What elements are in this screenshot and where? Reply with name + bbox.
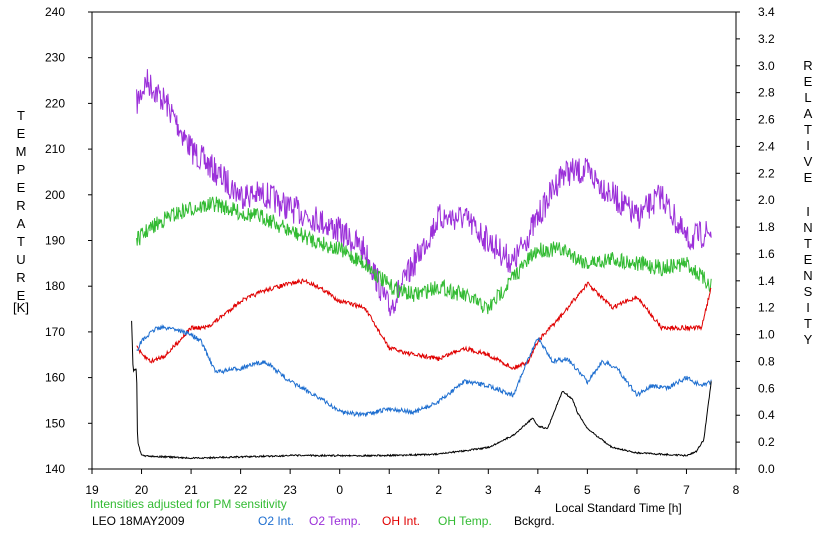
x-tick-label: 19 [85, 483, 99, 497]
y-right-tick-label: 0.0 [758, 462, 775, 476]
y-right-label-letter: V [804, 154, 813, 169]
y-right-label-letter: E [804, 170, 813, 185]
y-left-label-letter: E [17, 126, 26, 141]
x-tick-label: 1 [386, 483, 393, 497]
y-left-label-letter: U [16, 252, 25, 267]
y-right-label-letter: I [806, 138, 810, 153]
y-left-label-letter: E [17, 180, 26, 195]
plot-frame [91, 11, 737, 470]
y-left-tick-label: 200 [45, 188, 65, 202]
y-left-label-letter: T [17, 108, 25, 123]
legend-entry: O2 Int. [258, 514, 294, 528]
x-tick-label: 8 [733, 483, 740, 497]
y-right-label-letter: R [803, 58, 812, 73]
y-left-label-letter: R [16, 270, 25, 285]
y-left-tick-label: 180 [45, 279, 65, 293]
y-right-tick-label: 2.0 [758, 193, 775, 207]
x-tick-label: 22 [234, 483, 248, 497]
y-right-label-letter: A [804, 106, 813, 121]
series-line-oh-temp [136, 196, 712, 315]
y-right-tick-label: 1.2 [758, 301, 775, 315]
legend-entry: OH Int. [382, 514, 420, 528]
series-line-oh-int [136, 278, 712, 370]
x-tick-label: 23 [283, 483, 297, 497]
x-tick-label: 4 [535, 483, 542, 497]
y-right-tick-label: 1.0 [758, 328, 775, 342]
y-left-label-letter: R [16, 198, 25, 213]
station-label: LEO 18MAY2009 [92, 514, 185, 528]
y-left-label-letter: E [17, 288, 26, 303]
legend-entry: O2 Temp. [309, 514, 361, 528]
series-line-o2-temp [136, 69, 712, 317]
y-right-tick-label: 2.2 [758, 166, 775, 180]
y-right-label-letter: N [803, 220, 812, 235]
y-left-label-letter: T [17, 234, 25, 249]
y-left-unit: [K] [13, 300, 29, 315]
y-left-label-letter: P [17, 162, 26, 177]
x-tick-label: 5 [584, 483, 591, 497]
y-right-label-letter: I [806, 300, 810, 315]
legend-entry: Bckgrd. [514, 514, 555, 528]
y-right-tick-label: 1.4 [758, 274, 775, 288]
y-left-tick-label: 150 [45, 416, 65, 430]
y-right-label-letter: T [804, 316, 812, 331]
series-line-bckgrd [131, 320, 712, 460]
y-left-label-letter: A [17, 216, 26, 231]
y-right-label-letter: S [804, 284, 813, 299]
y-left-tick-label: 210 [45, 142, 65, 156]
series-line-o2-int [136, 323, 712, 418]
x-tick-label: 20 [135, 483, 149, 497]
y-right-label-letter: T [804, 236, 812, 251]
x-tick-label: 6 [634, 483, 641, 497]
x-axis-title: Local Standard Time [h] [555, 501, 682, 515]
y-right-tick-label: 0.2 [758, 435, 775, 449]
y-right-tick-label: 2.6 [758, 113, 775, 127]
y-right-label-letter: T [804, 122, 812, 137]
y-left-tick-label: 220 [45, 96, 65, 110]
y-right-tick-label: 0.8 [758, 354, 775, 368]
y-right-label-letter: E [804, 74, 813, 89]
y-right-tick-label: 2.4 [758, 139, 775, 153]
x-tick-label: 2 [435, 483, 442, 497]
y-right-tick-label: 3.4 [758, 5, 775, 19]
y-right-label-letter: L [804, 90, 811, 105]
y-right-tick-label: 0.6 [758, 381, 775, 395]
y-left-tick-label: 190 [45, 234, 65, 248]
legend-entry: OH Temp. [438, 514, 492, 528]
y-right-tick-label: 3.2 [758, 32, 775, 46]
y-right-label-letter: I [806, 204, 810, 219]
y-right-label-letter: Y [804, 332, 813, 347]
y-left-tick-label: 170 [45, 325, 65, 339]
x-tick-label: 7 [683, 483, 690, 497]
y-left-tick-label: 240 [45, 5, 65, 19]
intensity-note: Intensities adjusted for PM sensitivity [90, 497, 287, 511]
x-tick-label: 21 [184, 483, 198, 497]
x-tick-label: 0 [336, 483, 343, 497]
y-right-tick-label: 3.0 [758, 59, 775, 73]
y-right-tick-label: 0.4 [758, 408, 775, 422]
y-left-tick-label: 140 [45, 462, 65, 476]
y-right-tick-label: 1.8 [758, 220, 775, 234]
y-left-tick-label: 230 [45, 51, 65, 65]
x-tick-label: 3 [485, 483, 492, 497]
y-left-label-letter: M [16, 144, 27, 159]
y-right-tick-label: 1.6 [758, 247, 775, 261]
y-right-tick-label: 2.8 [758, 86, 775, 100]
y-right-label-letter: N [803, 268, 812, 283]
y-right-label-letter: E [804, 252, 813, 267]
y-left-tick-label: 160 [45, 371, 65, 385]
